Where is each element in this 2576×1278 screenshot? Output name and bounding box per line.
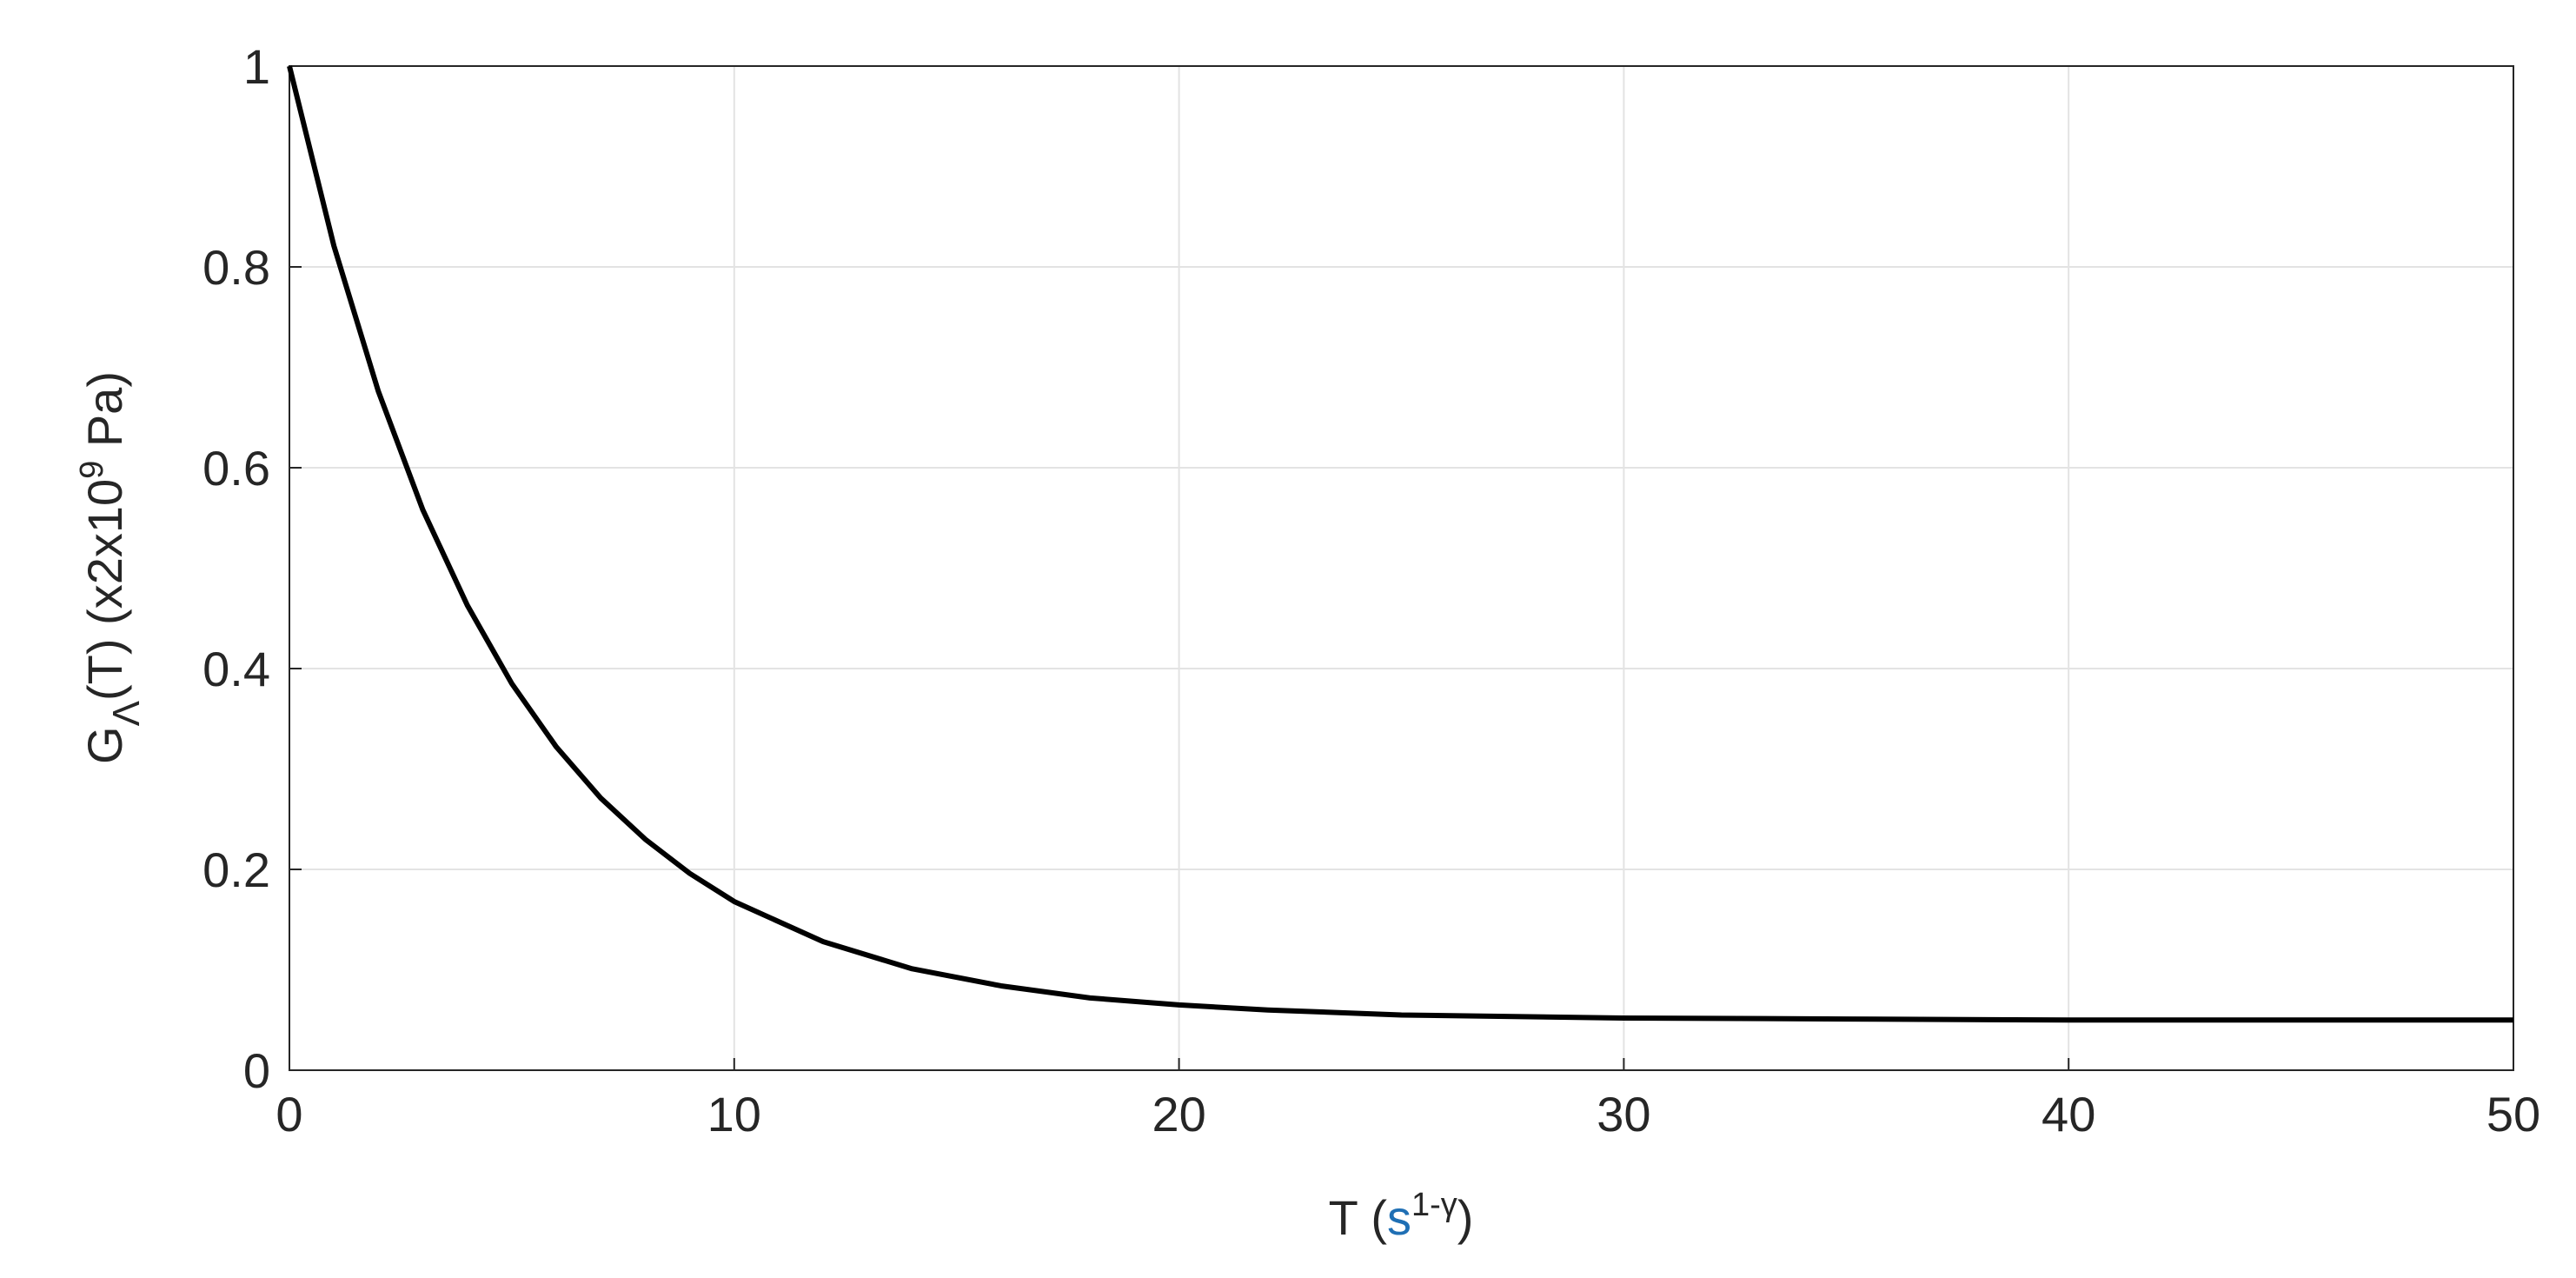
x-label-main: T ( [1329, 1190, 1388, 1245]
plot-frame [289, 65, 2514, 1071]
y-axis-label: GΛ(T) (x2x109 Pa) [74, 371, 148, 764]
y-tick-label: 0 [243, 1043, 270, 1098]
x-tick-label: 10 [707, 1087, 761, 1142]
x-label-unit: s [1387, 1190, 1411, 1245]
data-line [287, 65, 2513, 1023]
x-axis-label: T (s1-γ) [1329, 1187, 1474, 1245]
y-tick-label: 1 [243, 39, 270, 94]
y-label-sup: 9 [74, 461, 110, 479]
y-tick-label: 0.8 [202, 240, 270, 295]
x-tick-label: 20 [1152, 1087, 1205, 1142]
x-tick-label: 30 [1597, 1087, 1650, 1142]
x-label-sup: 1-γ [1411, 1187, 1457, 1223]
x-tick-label: 50 [2486, 1087, 2540, 1142]
y-label-sub: Λ [105, 700, 148, 726]
x-tick-label: 40 [2042, 1087, 2095, 1142]
y-label-mid: (T) (x2x10 [77, 479, 132, 701]
y-label-main: G [77, 726, 132, 764]
x-tick-label: 0 [276, 1087, 302, 1142]
y-tick-label: 0.2 [202, 842, 270, 897]
y-label-end: Pa) [77, 371, 132, 461]
x-label-end: ) [1457, 1190, 1474, 1245]
y-tick-label: 0.6 [202, 441, 270, 496]
y-tick-label: 0.4 [202, 642, 270, 696]
